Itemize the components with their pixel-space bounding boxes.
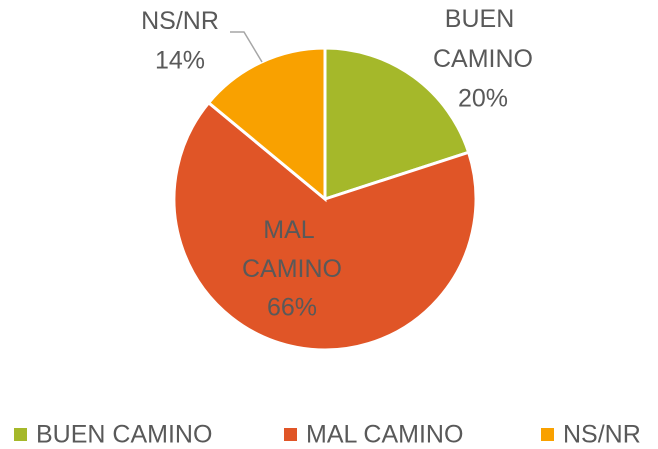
legend-swatch [541, 428, 554, 441]
legend-label: NS/NR [563, 421, 641, 449]
data-label-category: BUEN CAMINO [433, 5, 533, 73]
legend-swatch [14, 428, 27, 441]
data-label-value: 20% [458, 85, 508, 113]
legend-swatch [284, 428, 297, 441]
legend-label: MAL CAMINO [306, 421, 463, 449]
data-label-category: NS/NR [141, 7, 219, 35]
legend-label: BUEN CAMINO [36, 421, 212, 449]
data-label-category: MAL CAMINO [242, 216, 342, 283]
leader-line [230, 31, 263, 63]
pie-slice [172, 100, 478, 352]
pie-slice [323, 46, 471, 202]
data-label-value: 66% [267, 294, 317, 322]
data-label-value: 14% [155, 47, 205, 75]
pie-slice [206, 46, 327, 203]
